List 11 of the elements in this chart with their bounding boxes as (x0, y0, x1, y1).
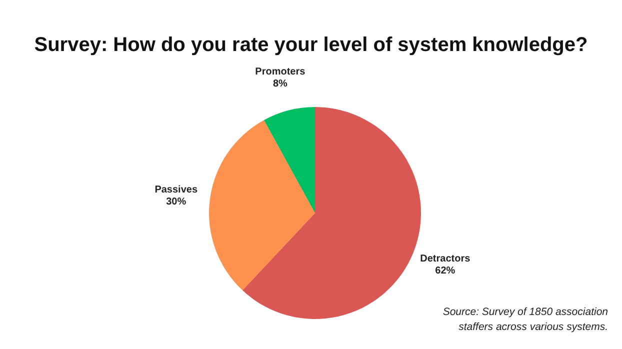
slice-label: Promoters (255, 66, 306, 78)
data-label: 30% (166, 196, 186, 208)
pie-slice (264, 107, 315, 213)
chart-title: Survey: How do you rate your level of system knowledge? (33, 34, 589, 57)
slice-label: Detractors (420, 254, 471, 265)
pie-slice (242, 107, 421, 319)
source-note: Source: Survey of 1850 association staffers across various systems. (442, 305, 608, 335)
slice-label: Passives (154, 184, 198, 196)
pie-slice (209, 120, 315, 290)
data-label: 62% (435, 266, 456, 277)
data-label: 8% (272, 78, 288, 90)
